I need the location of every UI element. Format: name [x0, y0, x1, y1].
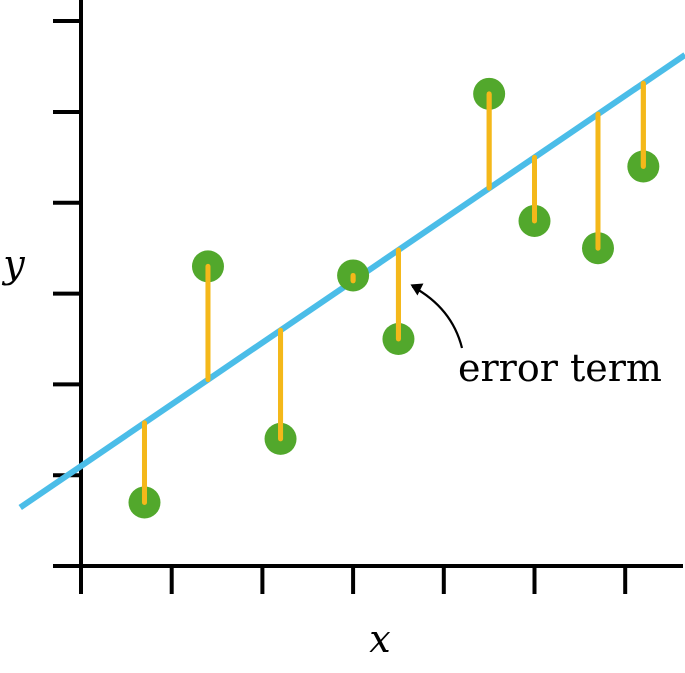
x-axis-label: x: [369, 617, 390, 661]
axes: [53, 0, 683, 594]
error-term-label: error term: [458, 346, 662, 390]
annotation-arrow: [411, 285, 464, 349]
y-axis-label: y: [1, 242, 25, 286]
annotation-arrowhead: [410, 283, 424, 296]
error-bars: [141, 80, 646, 505]
annotation: error term: [410, 283, 662, 390]
